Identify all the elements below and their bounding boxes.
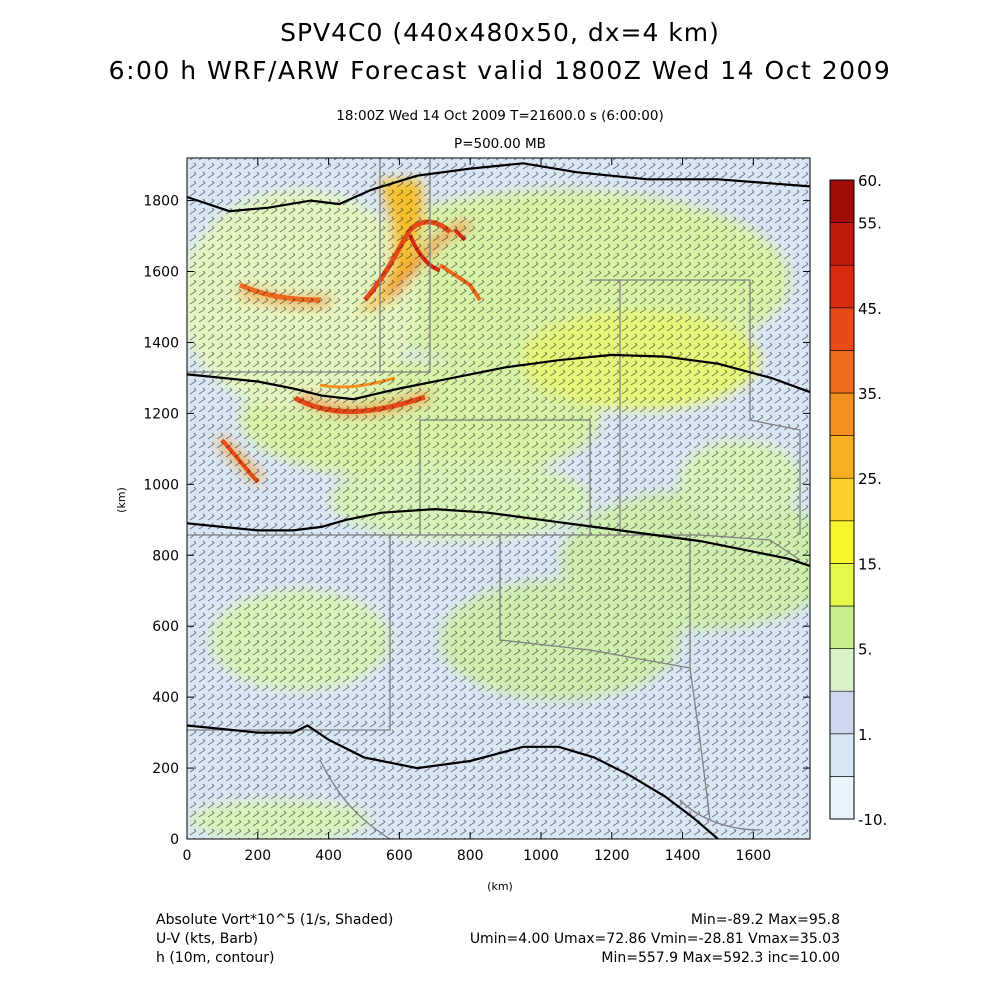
plot-frame <box>186 157 811 840</box>
chart-title-line-2: 6:00 h WRF/ARW Forecast valid 1800Z Wed … <box>108 56 892 85</box>
colorbar: 60. 55. 45. 35. 25. 15. 5. 1. -10. <box>829 172 887 829</box>
y-tick-label: 1400 <box>143 335 179 351</box>
height-contours <box>187 162 810 839</box>
y-tick-label: 0 <box>170 832 179 848</box>
colorbar-swatch <box>829 392 855 436</box>
x-tick-label: 1000 <box>523 848 559 864</box>
y-axis-label: (km) <box>115 487 128 513</box>
colorbar-label: 5. <box>858 641 872 659</box>
height-contour-line <box>187 724 719 839</box>
height-contour-line <box>187 162 810 213</box>
state-boundaries <box>187 158 801 839</box>
field2-label: U-V (kts, Barb) <box>156 931 259 947</box>
y-tick-label: 200 <box>152 761 179 777</box>
field2-stats: Umin=4.00 Umax=72.86 Vmin=-28.81 Vmax=35… <box>469 931 840 947</box>
field3-label: h (10m, contour) <box>156 950 275 966</box>
colorbar-swatch <box>829 179 855 223</box>
x-tick-label: 400 <box>315 848 342 864</box>
field3-stats: Min=557.9 Max=592.3 inc=10.00 <box>601 950 840 966</box>
y-tick-label: 1600 <box>143 265 179 281</box>
colorbar-label: 35. <box>858 385 882 403</box>
y-tick-label: 1800 <box>143 194 179 210</box>
colorbar-label: -10. <box>858 811 887 829</box>
x-tick-label: 600 <box>386 848 413 864</box>
colorbar-swatch <box>829 435 855 479</box>
colorbar-swatch <box>829 350 855 394</box>
colorbar-swatch <box>829 733 855 777</box>
plot-area <box>187 158 810 839</box>
y-tick-label: 800 <box>152 548 179 564</box>
colorbar-swatch <box>829 690 855 735</box>
chart-title-line-1: SPV4C0 (440x480x50, dx=4 km) <box>280 18 720 47</box>
y-tick-label: 400 <box>152 690 179 706</box>
colorbar-swatch <box>829 776 855 820</box>
colorbar-swatch <box>829 520 855 564</box>
colorbar-swatch <box>829 222 855 266</box>
y-tick-label: 1200 <box>143 406 179 422</box>
colorbar-label: 55. <box>858 215 882 233</box>
x-tick-label: 1600 <box>736 848 772 864</box>
x-axis-ticks: 0 200 400 600 800 1000 1200 1400 1600 <box>183 158 772 864</box>
y-tick-label: 600 <box>152 619 179 635</box>
x-tick-label: 800 <box>457 848 484 864</box>
wind-barb-field <box>187 158 810 839</box>
x-tick-label: 1400 <box>665 848 701 864</box>
colorbar-swatch <box>829 264 855 309</box>
y-tick-label: 1000 <box>143 477 179 493</box>
valid-time-info: 18:00Z Wed 14 Oct 2009 T=21600.0 s (6:00… <box>336 108 664 124</box>
field1-stats: Min=-89.2 Max=95.8 <box>690 912 840 928</box>
x-tick-label: 200 <box>244 848 271 864</box>
colorbar-swatch <box>829 605 855 649</box>
field1-label: Absolute Vort*10^5 (1/s, Shaded) <box>156 912 394 928</box>
height-contour-line <box>187 353 810 401</box>
colorbar-label: 1. <box>858 726 872 744</box>
colorbar-label: 45. <box>858 300 882 318</box>
colorbar-label: 25. <box>858 470 882 488</box>
colorbar-swatch <box>829 563 855 607</box>
x-tick-label: 1200 <box>594 848 630 864</box>
pressure-level-label: P=500.00 MB <box>454 136 546 152</box>
colorbar-frame <box>829 179 855 820</box>
x-tick-label: 0 <box>183 848 192 864</box>
colorbar-swatch <box>829 307 855 351</box>
colorbar-swatch <box>829 477 855 522</box>
colorbar-label: 15. <box>858 555 882 573</box>
y-axis-ticks: 0 200 400 600 800 1000 1200 1400 1600 1800 <box>143 194 810 848</box>
x-axis-label: (km) <box>487 880 513 893</box>
colorbar-swatch <box>829 648 855 692</box>
colorbar-label: 60. <box>858 172 882 190</box>
height-contour-line <box>187 507 810 567</box>
